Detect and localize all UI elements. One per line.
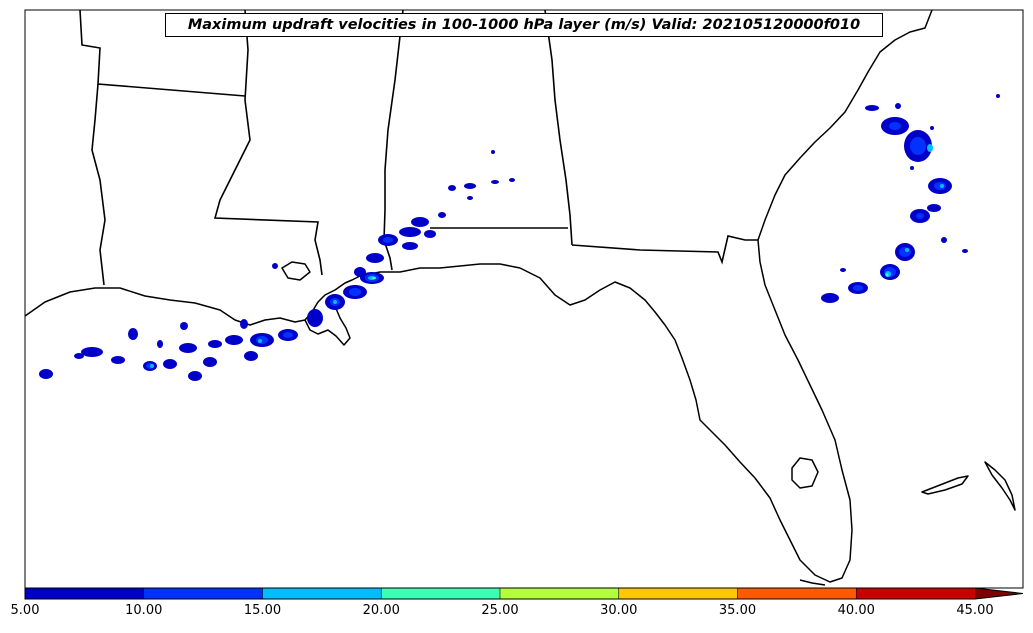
land-boundaries: [24, 9, 1016, 586]
bahamas-island-2: [984, 461, 1016, 511]
colorbar: [24, 587, 1024, 600]
state-borders: [79, 9, 758, 286]
border-ar-la: [79, 9, 246, 97]
coastline-mississippi-delta: [304, 299, 351, 346]
lake-okeechobee: [791, 457, 819, 489]
colorbar-tick-label: 35.00: [718, 603, 757, 618]
colorbar-tick-label: 20.00: [362, 603, 400, 618]
updraft-contours: [39, 94, 1000, 381]
colorbar-tick-label: 40.00: [837, 603, 875, 618]
lake-pontchartrain: [281, 261, 311, 281]
bahamas-island: [921, 475, 969, 495]
colorbar-tick-label: 10.00: [125, 603, 163, 618]
colorbar-segment: [143, 588, 263, 599]
colorbar-segment: [737, 588, 857, 599]
coastline-texas-louisiana: [24, 275, 361, 326]
colorbar-extend-arrow: [975, 588, 1023, 599]
coastline-atlantic: [757, 9, 933, 241]
border-tx-la: [91, 83, 106, 286]
border-ga-fl: [571, 235, 758, 265]
colorbar-segment: [381, 588, 501, 599]
colorbar-segment: [262, 588, 382, 599]
colorbar-segment: [25, 588, 145, 599]
colorbar-tick-label: 25.00: [481, 603, 519, 618]
border-ms-river: [213, 9, 323, 276]
colorbar-tick-label: 30.00: [600, 603, 638, 618]
colorbar-tick-label: 45.00: [956, 603, 994, 618]
border-al-ga: [544, 9, 573, 246]
colorbar-segment: [618, 588, 738, 599]
colorbar-tick-label: 5.00: [10, 603, 40, 618]
keys: [799, 579, 826, 586]
colorbar-tick-label: 15.00: [243, 603, 282, 618]
border-ms-al: [383, 9, 404, 271]
colorbar-segment: [500, 588, 620, 599]
map-frame: [24, 9, 1024, 589]
colorbar-segment: [856, 588, 976, 599]
map-title: Maximum updraft velocities in 100-1000 h…: [165, 13, 883, 37]
coastline-panhandle: [359, 239, 853, 583]
